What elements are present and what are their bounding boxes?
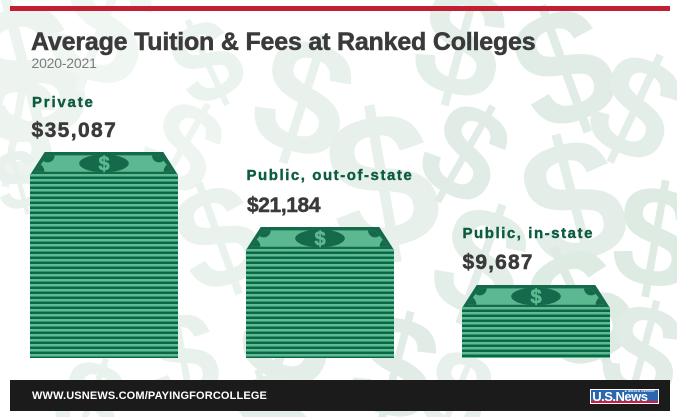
svg-text:$: $ <box>314 228 325 249</box>
svg-text:$: $ <box>530 286 541 307</box>
svg-text:$: $ <box>98 153 109 174</box>
